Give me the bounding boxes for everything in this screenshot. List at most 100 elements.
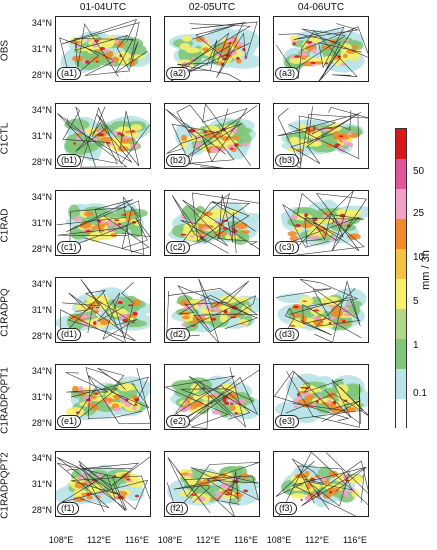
rain-cell	[109, 58, 115, 62]
rain-cell	[300, 498, 303, 501]
boundary-line	[278, 27, 355, 81]
rain-cell	[327, 391, 336, 399]
lon-tick-label: 108°E	[266, 535, 292, 545]
boundary-line	[121, 206, 150, 249]
rain-cell	[117, 382, 133, 392]
rain-cell	[343, 383, 362, 396]
rain-cell	[288, 136, 302, 145]
colorbar-label-0-1: 0.1	[413, 388, 427, 399]
lat-tick-label: 28°N	[31, 244, 52, 254]
rain-cell	[313, 309, 320, 312]
rain-cell	[348, 233, 361, 240]
rain-cell	[86, 492, 92, 495]
precipitation-map	[165, 104, 258, 168]
rain-cell	[313, 61, 324, 65]
boundary-line	[185, 278, 250, 342]
colorbar-label-1: 1	[413, 340, 419, 351]
panel-tag: (a1)	[57, 67, 82, 80]
panel-tag: (c1)	[57, 241, 81, 254]
rain-cell	[100, 53, 113, 60]
rain-cell	[309, 235, 316, 240]
rain-cell	[115, 51, 131, 60]
rain-cell	[122, 318, 129, 323]
panel-tag: (b1)	[57, 154, 82, 167]
rain-cell	[122, 322, 127, 326]
rain-cell	[205, 305, 212, 311]
rain-cell	[92, 309, 99, 314]
precipitation-map	[274, 370, 368, 428]
rain-cell	[183, 401, 188, 405]
map-panel: (a3)	[273, 16, 369, 82]
boundary-line	[61, 460, 149, 513]
row-label-c1radpqpt2: C1RADPQPT2	[0, 452, 11, 519]
rain-cell	[224, 493, 231, 496]
rain-cell	[292, 42, 296, 46]
panel-tag: (d1)	[57, 328, 82, 341]
rain-cell	[75, 136, 82, 142]
boundary-line	[286, 371, 361, 428]
map-panel: (c3)	[273, 190, 369, 256]
rain-cell	[232, 135, 239, 141]
rain-cell	[299, 51, 308, 57]
lon-tick-label: 116°E	[125, 535, 149, 545]
rain-cell	[210, 147, 219, 154]
rain-cell	[91, 225, 101, 230]
rain-cell	[315, 217, 334, 224]
rain-cell	[180, 233, 187, 236]
row-label-obs: OBS	[0, 39, 11, 62]
rain-cell	[220, 483, 226, 488]
precipitation-map	[59, 19, 150, 77]
rain-cell	[74, 482, 84, 489]
rain-cell	[181, 134, 187, 142]
rain-cell	[311, 397, 329, 404]
rain-cell	[134, 494, 140, 498]
boundary-line	[62, 279, 134, 338]
colorbar-segment	[396, 189, 406, 220]
colorbar-label-5: 5	[413, 296, 419, 307]
boundary-line	[70, 367, 150, 425]
lat-tick-label: 34°N	[31, 453, 52, 463]
rain-cell	[301, 222, 313, 229]
precipitation-map	[275, 279, 367, 342]
rain-cell	[224, 401, 230, 405]
rain-cell	[219, 146, 226, 153]
rain-cell	[292, 305, 299, 309]
rain-cell	[117, 300, 123, 305]
rain-cell	[291, 492, 306, 499]
lat-tick-label: 34°N	[31, 18, 52, 28]
rain-cell	[348, 131, 353, 135]
rain-cell	[99, 219, 106, 224]
rain-cell	[314, 235, 320, 239]
rain-cell	[206, 224, 214, 229]
rain-cell	[80, 314, 88, 319]
rain-cell	[219, 314, 228, 323]
rain-cell	[82, 475, 90, 478]
rain-cell	[202, 47, 209, 52]
rain-cell	[306, 40, 313, 44]
rain-cell	[188, 320, 198, 324]
lat-tick-label: 31°N	[31, 392, 52, 402]
rain-cell	[233, 498, 241, 501]
rain-cell	[214, 491, 222, 495]
boundary-line	[288, 191, 368, 255]
panel-tag: (b3)	[275, 154, 300, 167]
rain-cell	[240, 142, 249, 147]
boundary-line	[275, 288, 362, 339]
boundary-line	[184, 467, 259, 501]
rain-cell	[217, 134, 223, 139]
rain-cell	[213, 308, 221, 313]
boundary-line	[304, 214, 365, 247]
rain-cell	[77, 476, 84, 481]
colorbar	[395, 128, 407, 430]
rain-cell	[233, 493, 244, 498]
boundary-line	[166, 105, 258, 166]
lon-tick-label: 112°E	[196, 535, 220, 545]
lat-tick-label: 34°N	[31, 192, 52, 202]
rain-cell	[190, 493, 197, 496]
precipitation-map	[57, 106, 150, 168]
map-panel: (b2)	[164, 103, 260, 169]
precipitation-map	[276, 23, 368, 81]
rain-cell	[104, 401, 111, 406]
rain-cell	[72, 385, 79, 392]
rain-cell	[184, 136, 199, 142]
